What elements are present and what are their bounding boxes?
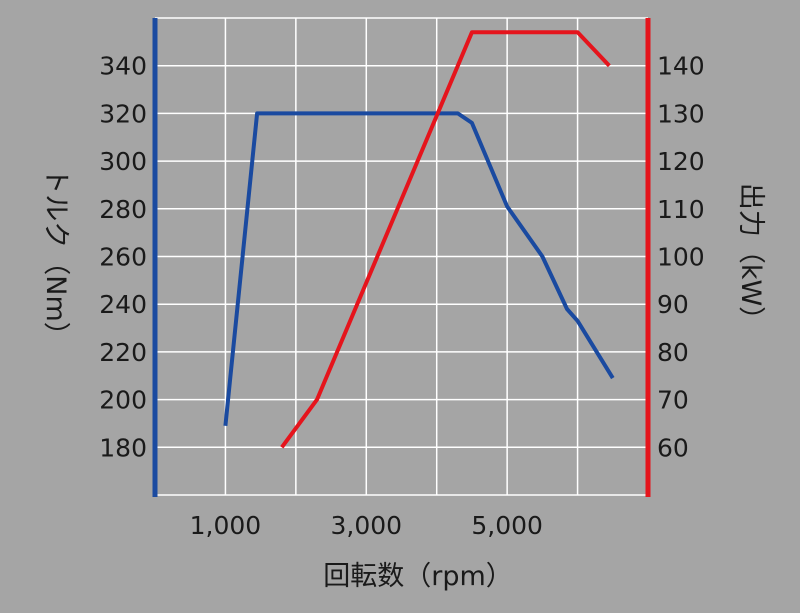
left-tick-label: 180 xyxy=(99,433,147,462)
right-tick-label: 100 xyxy=(657,243,705,272)
power-line xyxy=(280,30,611,449)
left-tick-label: 280 xyxy=(99,195,147,224)
right-tick-label: 70 xyxy=(657,386,689,415)
torque-line xyxy=(223,111,615,427)
right-tick-label: 130 xyxy=(657,99,705,128)
left-tick-label: 320 xyxy=(99,99,147,128)
tick-labels: 180 200 220 240 260 280 300 320 340 60 70 80 90 100 11… xyxy=(99,52,704,540)
axes xyxy=(152,18,651,497)
left-tick-label: 200 xyxy=(99,386,147,415)
right-tick-label: 60 xyxy=(657,433,689,462)
right-tick-label: 90 xyxy=(657,290,689,319)
right-tick-label: 140 xyxy=(657,52,705,81)
x-tick-label: 1,000 xyxy=(190,511,262,540)
left-tick-label: 300 xyxy=(99,147,147,176)
left-tick-label: 220 xyxy=(99,338,147,367)
left-tick-label: 340 xyxy=(99,52,147,81)
series-layer xyxy=(223,30,615,449)
x-axis-title: 回転数（rpm） xyxy=(323,561,513,592)
x-tick-label: 3,000 xyxy=(330,511,402,540)
right-tick-label: 80 xyxy=(657,338,689,367)
right-tick-label: 110 xyxy=(657,195,705,224)
left-tick-label: 260 xyxy=(99,243,147,272)
right-tick-label: 120 xyxy=(657,147,705,176)
left-tick-label: 240 xyxy=(99,290,147,319)
left-axis-title: トルク（Nm） xyxy=(40,167,71,349)
grid xyxy=(155,17,648,496)
x-tick-label: 5,000 xyxy=(471,511,543,540)
right-axis-title: 出力（kW） xyxy=(735,183,766,333)
